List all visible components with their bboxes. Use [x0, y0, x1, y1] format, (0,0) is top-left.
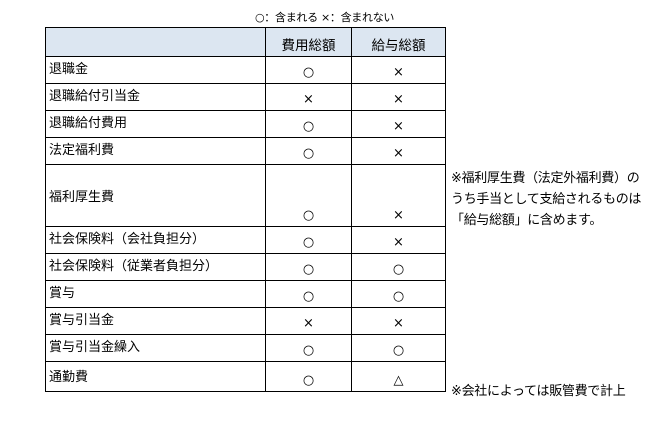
- table-row: 退職給付引当金 × ×: [45, 83, 446, 111]
- legend: ○：含まれる ×：含まれない: [255, 11, 395, 24]
- row-label: 社会保険料（従業者負担分）: [45, 253, 266, 281]
- cost-total-mark: ○: [265, 361, 352, 392]
- row-label: 賞与: [45, 280, 266, 308]
- header-salary-total: 給与総額: [351, 27, 446, 57]
- salary-total-mark: ×: [351, 307, 446, 335]
- salary-total-mark: △: [351, 361, 446, 392]
- table-row: 法定福利費 ○ ×: [45, 137, 446, 165]
- table-row: 賞与 ○ ○: [45, 280, 446, 308]
- cost-total-mark: ○: [265, 334, 352, 362]
- table-row: 退職給付費用 ○ ×: [45, 110, 446, 138]
- table-row: 社会保険料（従業者負担分） ○ ○: [45, 253, 446, 281]
- cost-total-mark: ○: [265, 56, 352, 84]
- salary-total-mark: ×: [351, 164, 446, 227]
- table-row: 退職金 ○ ×: [45, 56, 446, 84]
- cost-total-mark: ×: [265, 307, 352, 335]
- table-row: 社会保険料（会社負担分） ○ ×: [45, 226, 446, 254]
- cost-total-mark: ○: [265, 253, 352, 281]
- row-label: 退職金: [45, 56, 266, 84]
- row-label: 社会保険料（会社負担分）: [45, 226, 266, 254]
- cost-total-mark: ○: [265, 226, 352, 254]
- salary-total-mark: ○: [351, 253, 446, 281]
- row-label: 退職給付費用: [45, 110, 266, 138]
- cost-total-mark: ○: [265, 110, 352, 138]
- row-label: 法定福利費: [45, 137, 266, 165]
- salary-total-mark: ○: [351, 334, 446, 362]
- row-label: 通勤費: [45, 361, 266, 392]
- table-row: 賞与引当金 × ×: [45, 307, 446, 335]
- note-welfare: ※福利厚生費（法定外福利費）のうち手当として支給されるものは「給与総額」に含めま…: [451, 171, 642, 228]
- salary-total-mark: ×: [351, 137, 446, 165]
- salary-total-mark: ×: [351, 83, 446, 111]
- salary-total-mark: ×: [351, 226, 446, 254]
- cost-total-mark: ○: [265, 137, 352, 165]
- salary-total-mark: ○: [351, 280, 446, 308]
- row-label: 退職給付引当金: [45, 83, 266, 111]
- row-label: 福利厚生費: [45, 164, 266, 227]
- row-label: 賞与引当金繰入: [45, 334, 266, 362]
- cost-total-mark: ○: [265, 164, 352, 227]
- header-blank: [45, 27, 266, 57]
- salary-total-mark: ×: [351, 110, 446, 138]
- note-commute: ※会社によっては販管費で計上: [451, 384, 626, 399]
- cost-total-mark: ○: [265, 280, 352, 308]
- expense-table: 費用総額 給与総額 退職金 ○ × 退職給付引当金 × × 退職給付費用 ○ × 法定福利費 ○ × 福…: [45, 27, 446, 392]
- header-row: 費用総額 給与総額: [45, 27, 446, 57]
- table-row: 賞与引当金繰入 ○ ○: [45, 334, 446, 362]
- salary-total-mark: ×: [351, 56, 446, 84]
- cost-total-mark: ×: [265, 83, 352, 111]
- header-cost-total: 費用総額: [265, 27, 352, 57]
- row-label: 賞与引当金: [45, 307, 266, 335]
- table-row: 通勤費 ○ △: [45, 361, 446, 392]
- table-row: 福利厚生費 ○ ×: [45, 164, 446, 227]
